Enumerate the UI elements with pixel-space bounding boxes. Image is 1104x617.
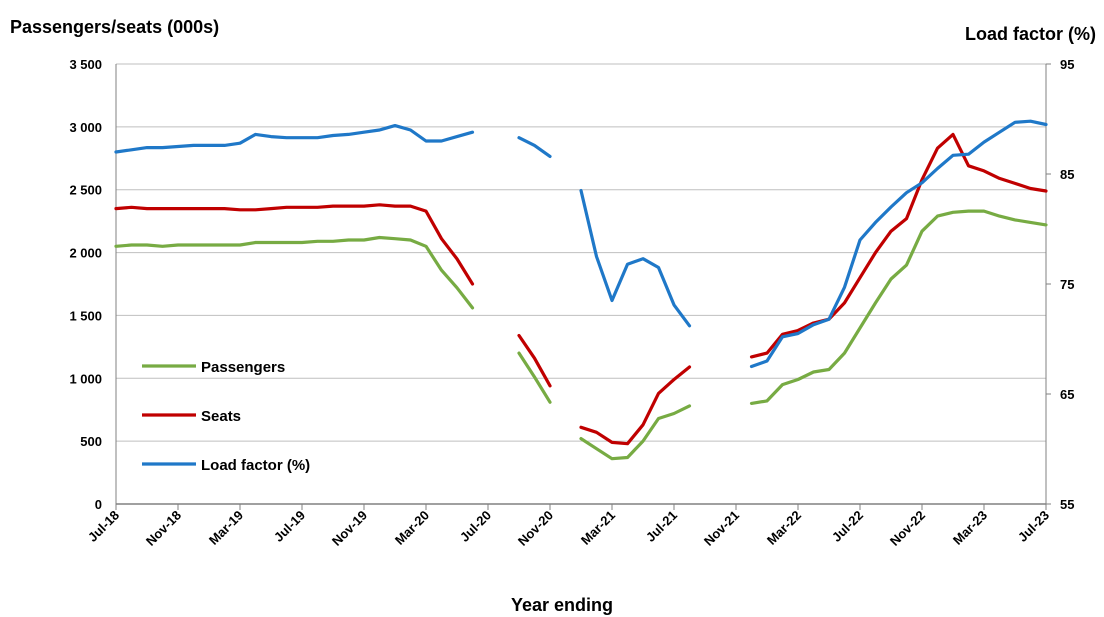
x-tick-label: Mar-23	[950, 508, 990, 548]
right-tick-label: 65	[1060, 387, 1074, 402]
left-tick-label: 2 500	[69, 183, 102, 198]
left-tick-label: 500	[80, 434, 102, 449]
load-factor-line	[749, 119, 1048, 369]
x-tick-label: Jul-22	[829, 508, 866, 545]
right-tick-label: 75	[1060, 277, 1074, 292]
left-axis-title: Passengers/seats (000s)	[10, 17, 219, 37]
x-tick-label: Nov-21	[701, 508, 742, 549]
left-tick-label: 3 500	[69, 57, 102, 72]
load-factor-legend-label: Load factor (%)	[201, 457, 310, 474]
left-tick-label: 3 000	[69, 120, 102, 135]
right-tick-label: 95	[1060, 57, 1074, 72]
series-lines	[114, 119, 1048, 461]
seats-line	[114, 203, 475, 286]
load-factor-line	[114, 123, 475, 154]
x-tick-label: Mar-22	[764, 508, 804, 548]
passengers-line	[579, 404, 692, 461]
x-tick-label: Nov-18	[143, 508, 184, 549]
x-axis-ticks: Jul-18 Nov-18 Mar-19 Jul-19 Nov-19 Mar-20 Jul-…	[85, 504, 1052, 549]
seats-line	[749, 132, 1048, 359]
load-factor-line	[579, 188, 692, 328]
load-factor-line	[517, 136, 552, 158]
left-axis-ticks: 0 500 1 000 1 500 2 000 2 500 3 000 3 500	[69, 57, 102, 512]
x-tick-label: Mar-20	[392, 508, 432, 548]
right-axis-ticks: 55 65 75 85 95	[1046, 57, 1074, 512]
seats-legend-label: Seats	[201, 408, 241, 425]
seats-line	[517, 333, 552, 388]
x-tick-label: Jul-19	[271, 508, 308, 545]
left-tick-label: 1 000	[69, 371, 102, 386]
x-tick-label: Jul-21	[643, 508, 680, 545]
x-tick-label: Jul-23	[1015, 508, 1052, 545]
passengers-line	[517, 351, 552, 404]
x-tick-label: Jul-20	[457, 508, 494, 545]
legend: Passengers Seats Load factor (%)	[142, 359, 310, 474]
x-tick-label: Mar-19	[206, 508, 246, 548]
right-axis-title: Load factor (%)	[965, 24, 1096, 44]
right-tick-label: 55	[1060, 497, 1074, 512]
passengers-legend-label: Passengers	[201, 359, 285, 376]
x-axis-title: Year ending	[511, 595, 613, 615]
passengers-line	[114, 235, 475, 310]
x-tick-label: Nov-19	[329, 508, 370, 549]
seats-line	[579, 365, 692, 446]
passengers-line	[749, 209, 1048, 405]
x-tick-label: Nov-22	[887, 508, 928, 549]
left-tick-label: 0	[95, 497, 102, 512]
x-tick-label: Jul-18	[85, 508, 122, 545]
left-tick-label: 2 000	[69, 246, 102, 261]
x-tick-label: Mar-21	[578, 508, 618, 548]
right-tick-label: 85	[1060, 167, 1074, 182]
x-tick-label: Nov-20	[515, 508, 556, 549]
left-tick-label: 1 500	[69, 308, 102, 323]
